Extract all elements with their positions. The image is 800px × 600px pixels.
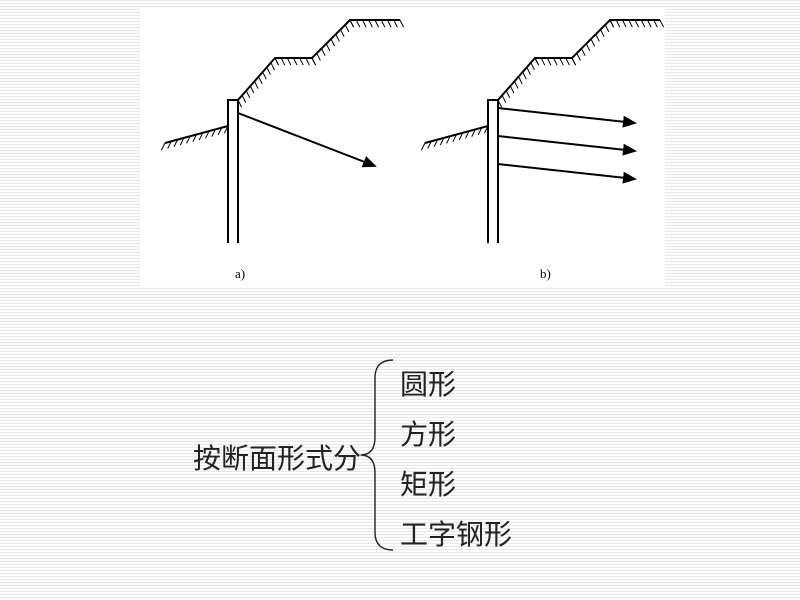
sublabel-b: b): [540, 266, 551, 282]
classification-block: 按断面形式分 圆形方形矩形工字钢形: [165, 355, 635, 565]
classification-item: 矩形: [400, 463, 456, 503]
classification-label: 按断面形式分: [193, 437, 361, 477]
engineering-figure: a) b): [140, 8, 665, 286]
classification-item: 圆形: [400, 363, 456, 403]
figure-svg: [140, 8, 665, 286]
sublabel-a: a): [235, 266, 245, 282]
classification-item: 工字钢形: [400, 513, 512, 553]
classification-item: 方形: [400, 413, 456, 453]
